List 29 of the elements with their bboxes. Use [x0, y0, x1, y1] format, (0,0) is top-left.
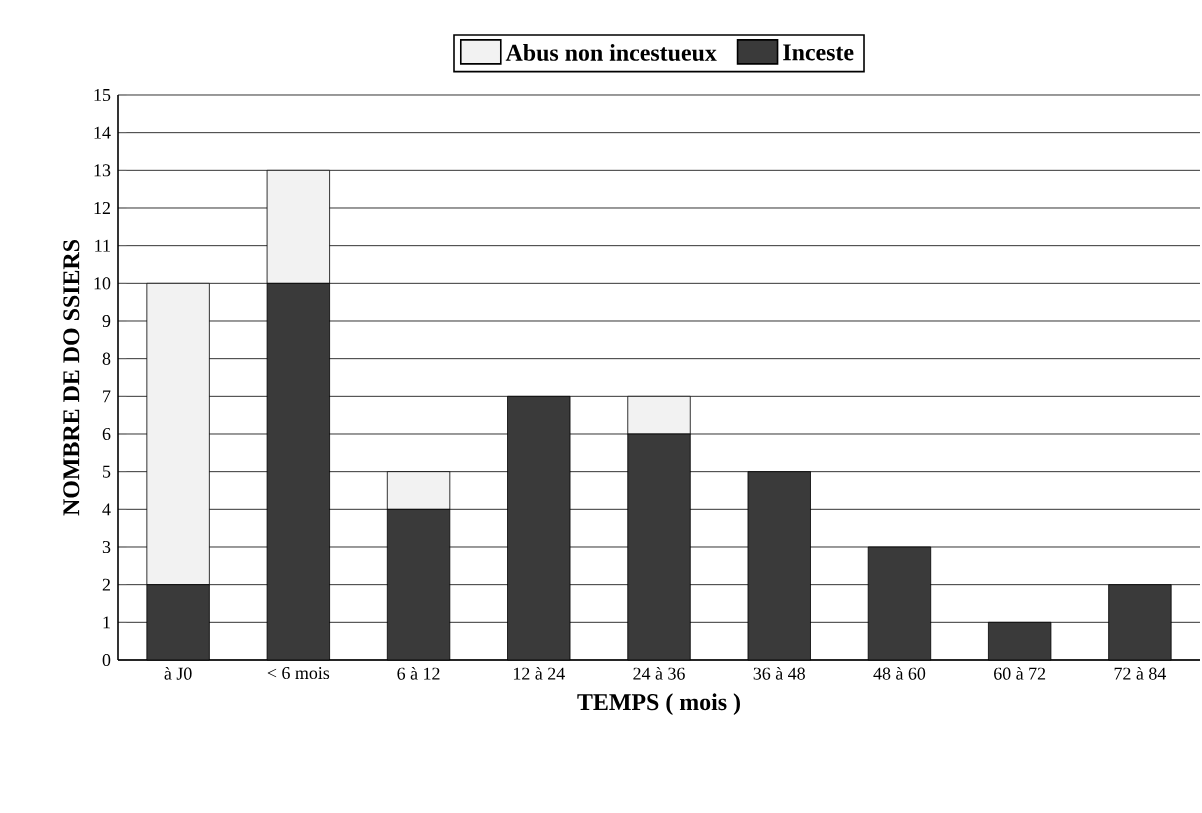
x-axis-title: TEMPS ( mois ): [577, 693, 740, 716]
x-tick-label: < 6 mois: [267, 667, 330, 680]
x-tick-label: 72 à 84: [1114, 667, 1167, 680]
x-tick-label: 12 à 24: [513, 667, 565, 680]
y-tick-label: 6: [102, 427, 111, 441]
y-tick-label: 11: [95, 239, 110, 252]
x-tick-label: 48 à 60: [873, 667, 926, 680]
y-tick-label: 10: [94, 277, 111, 290]
x-tick-label: à J0: [164, 667, 192, 680]
y-tick-label: 12: [94, 202, 110, 214]
x-tick-label: 60 à 72: [994, 667, 1046, 680]
y-tick-label: 4: [102, 503, 111, 516]
y-tick-label: 1: [103, 616, 110, 629]
legend-label: Inceste: [783, 44, 854, 61]
x-tick-label: 6 à 12: [397, 667, 440, 680]
y-tick-label: 14: [94, 126, 111, 139]
y-tick-label: 15: [94, 88, 111, 102]
legend-label: Abus non incestueux: [505, 44, 717, 61]
y-tick-label: 3: [102, 540, 111, 554]
y-tick-label: 2: [102, 578, 110, 591]
x-tick-label: 36 à 48: [753, 667, 805, 680]
y-tick-label: 13: [94, 164, 111, 177]
y-tick-label: 8: [102, 352, 111, 365]
y-tick-label: 9: [102, 314, 111, 328]
y-tick-label: 0: [102, 653, 111, 667]
y-axis-title: NOMBRE DE DO SSIERS: [63, 240, 80, 516]
x-tick-label: 24 à 36: [633, 667, 685, 680]
y-tick-label: 7: [103, 390, 111, 403]
y-tick-label: 5: [103, 465, 111, 478]
